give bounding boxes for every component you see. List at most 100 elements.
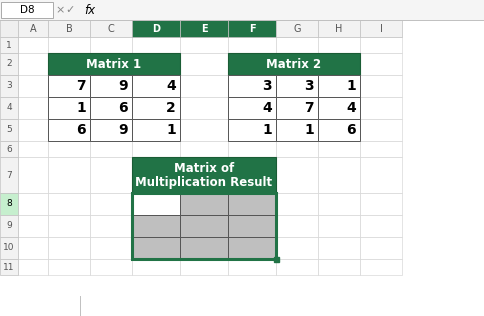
Bar — [132, 20, 180, 37]
Bar — [0, 75, 18, 97]
Bar — [180, 53, 228, 75]
Bar — [18, 53, 48, 75]
Bar — [0, 193, 18, 215]
Bar — [48, 141, 90, 157]
Bar — [180, 237, 228, 259]
Bar — [0, 215, 18, 237]
Bar — [276, 141, 318, 157]
Bar — [90, 215, 132, 237]
Bar — [48, 119, 90, 141]
Bar — [90, 20, 132, 37]
Bar — [132, 119, 180, 141]
Bar — [228, 119, 276, 141]
Text: 4: 4 — [166, 79, 176, 93]
Bar — [276, 75, 318, 97]
Text: 6: 6 — [347, 123, 356, 137]
Text: 6: 6 — [76, 123, 86, 137]
Bar — [132, 141, 180, 157]
Text: G: G — [293, 23, 301, 33]
Bar — [48, 215, 90, 237]
Bar — [1, 2, 53, 18]
Bar — [318, 53, 360, 75]
Bar — [360, 259, 402, 275]
Bar — [180, 215, 228, 237]
Text: 1: 1 — [76, 101, 86, 115]
Bar — [132, 37, 180, 53]
Bar — [318, 157, 360, 193]
Bar — [276, 119, 318, 141]
Bar — [228, 237, 276, 259]
Bar — [276, 157, 318, 193]
Bar — [318, 75, 360, 97]
Text: 7: 7 — [6, 171, 12, 179]
Bar — [132, 119, 180, 141]
Text: H: H — [335, 23, 343, 33]
Bar — [360, 157, 402, 193]
Bar — [276, 75, 318, 97]
Bar — [228, 237, 276, 259]
Bar — [276, 237, 318, 259]
Bar — [273, 257, 278, 262]
Bar — [132, 53, 180, 75]
Text: 9: 9 — [119, 79, 128, 93]
Text: 8: 8 — [6, 199, 12, 209]
Bar — [276, 97, 318, 119]
Bar — [276, 37, 318, 53]
Bar — [228, 193, 276, 215]
Bar — [228, 20, 276, 37]
Bar — [48, 119, 90, 141]
Bar — [228, 53, 276, 75]
Bar — [0, 141, 18, 157]
Text: 6: 6 — [119, 101, 128, 115]
Text: 1: 1 — [262, 123, 272, 137]
Text: 6: 6 — [6, 144, 12, 154]
Bar — [48, 97, 90, 119]
Bar — [180, 141, 228, 157]
Bar — [18, 237, 48, 259]
Bar — [318, 37, 360, 53]
Bar — [360, 141, 402, 157]
Bar — [18, 119, 48, 141]
Bar — [132, 75, 180, 97]
Bar — [48, 237, 90, 259]
Bar — [318, 193, 360, 215]
Bar — [18, 259, 48, 275]
Bar — [228, 193, 276, 215]
Bar — [228, 37, 276, 53]
Bar — [18, 215, 48, 237]
Bar — [0, 53, 18, 75]
Text: 4: 4 — [262, 101, 272, 115]
Text: A: A — [30, 23, 36, 33]
Bar — [228, 75, 276, 97]
Text: ✓: ✓ — [65, 5, 75, 15]
Bar — [276, 97, 318, 119]
Text: 10: 10 — [3, 244, 15, 252]
Bar — [360, 53, 402, 75]
Text: 3: 3 — [262, 79, 272, 93]
Text: 4: 4 — [346, 101, 356, 115]
Bar — [318, 97, 360, 119]
Bar — [132, 237, 180, 259]
Bar — [90, 97, 132, 119]
Bar — [228, 75, 276, 97]
Bar — [276, 215, 318, 237]
Bar — [360, 193, 402, 215]
Bar — [318, 75, 360, 97]
Bar — [0, 237, 18, 259]
Bar — [18, 97, 48, 119]
Bar — [90, 75, 132, 97]
Bar — [276, 259, 318, 275]
Bar — [228, 119, 276, 141]
Bar — [132, 75, 180, 97]
Text: 5: 5 — [6, 125, 12, 135]
Bar — [48, 37, 90, 53]
Text: 11: 11 — [3, 263, 15, 271]
Bar — [0, 20, 18, 37]
Bar — [180, 259, 228, 275]
Bar — [0, 0, 484, 20]
Bar — [318, 119, 360, 141]
Text: 7: 7 — [76, 79, 86, 93]
Bar — [228, 259, 276, 275]
Bar — [0, 97, 18, 119]
Bar — [180, 157, 228, 193]
